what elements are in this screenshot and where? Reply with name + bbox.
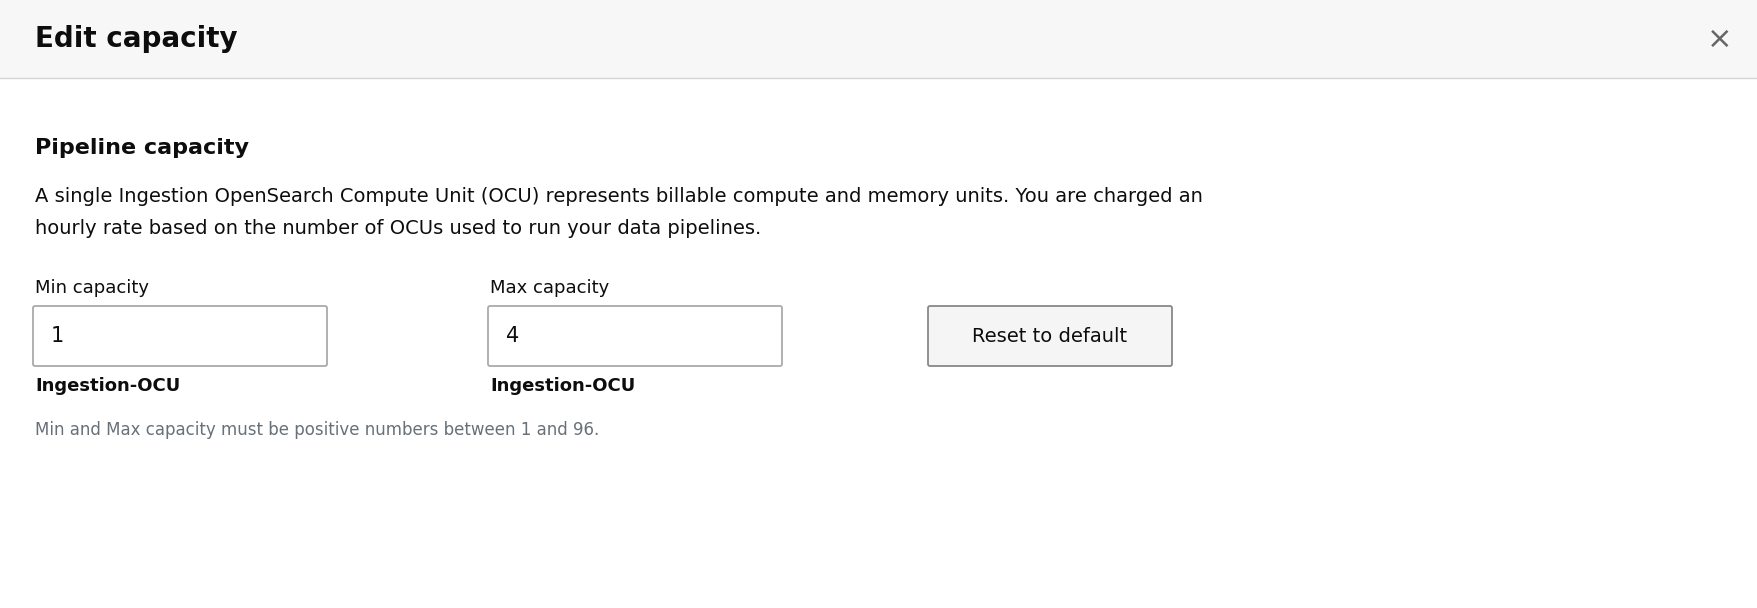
FancyBboxPatch shape — [928, 306, 1172, 366]
Text: ×: × — [1706, 24, 1732, 54]
Text: hourly rate based on the number of OCUs used to run your data pipelines.: hourly rate based on the number of OCUs … — [35, 218, 761, 238]
Text: 4: 4 — [506, 326, 518, 346]
Text: Pipeline capacity: Pipeline capacity — [35, 138, 249, 158]
Text: Reset to default: Reset to default — [972, 326, 1126, 345]
FancyBboxPatch shape — [0, 78, 1757, 608]
Text: Edit capacity: Edit capacity — [35, 25, 237, 53]
FancyBboxPatch shape — [33, 306, 327, 366]
FancyBboxPatch shape — [488, 306, 782, 366]
Text: Max capacity: Max capacity — [490, 279, 610, 297]
Text: Min and Max capacity must be positive numbers between 1 and 96.: Min and Max capacity must be positive nu… — [35, 421, 599, 439]
Text: 1: 1 — [51, 326, 65, 346]
Text: Ingestion-OCU: Ingestion-OCU — [35, 377, 181, 395]
Text: Min capacity: Min capacity — [35, 279, 149, 297]
Text: Ingestion-OCU: Ingestion-OCU — [490, 377, 634, 395]
Text: A single Ingestion OpenSearch Compute Unit (OCU) represents billable compute and: A single Ingestion OpenSearch Compute Un… — [35, 187, 1202, 206]
FancyBboxPatch shape — [0, 0, 1757, 78]
